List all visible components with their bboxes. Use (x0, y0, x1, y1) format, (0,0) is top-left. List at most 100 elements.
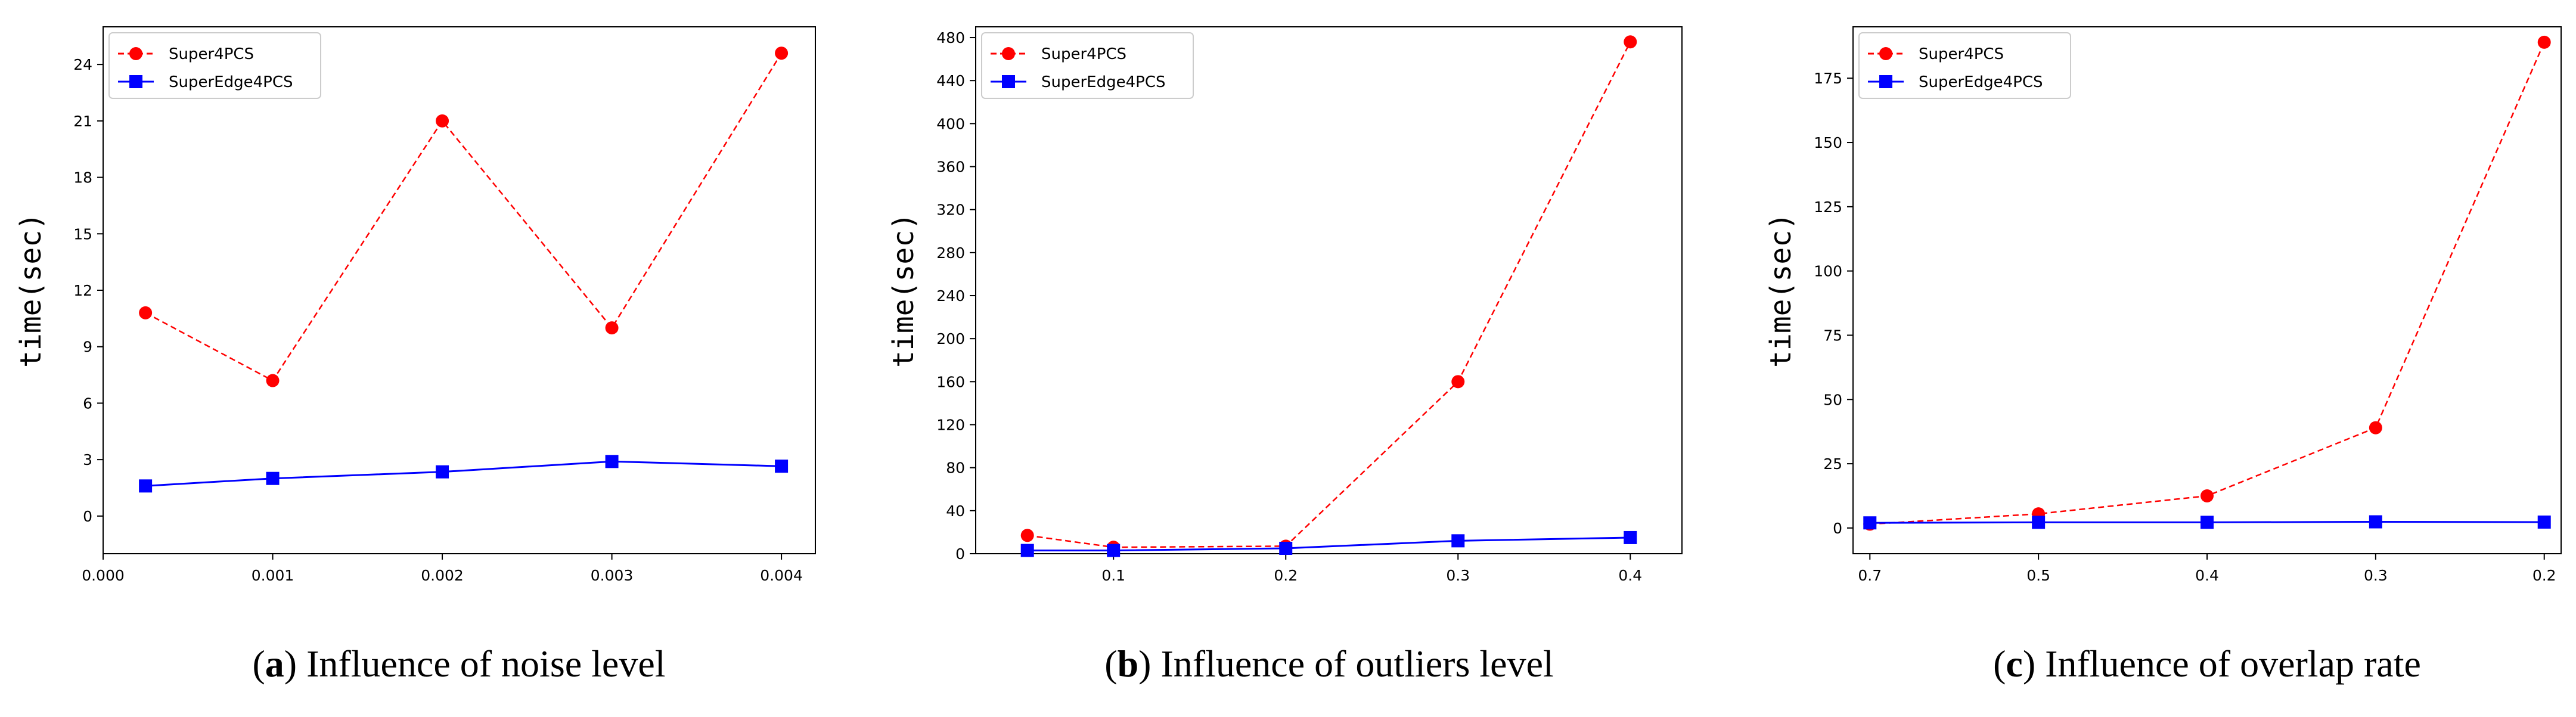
x-tick-label: 0.2 (1274, 567, 1298, 584)
superedge4pcs-point (2369, 515, 2382, 529)
y-tick-label: 40 (946, 502, 965, 520)
caption-paren-close: ) (284, 642, 306, 685)
y-tick-label: 400 (936, 115, 965, 132)
y-axis-label: time(sec) (1764, 213, 1798, 368)
super4pcs-point (2537, 35, 2551, 49)
y-tick-label: 100 (1814, 263, 1842, 280)
super4pcs-point (2369, 421, 2382, 434)
x-tick-label: 0.002 (421, 567, 464, 584)
caption-text: Influence of noise level (306, 642, 665, 685)
caption-paren-open: ( (252, 642, 265, 685)
panel-b-outliers-level: 0 40 80 120 160 200 240 280 320 360 400 440 480 0.1 0.… (887, 26, 1683, 685)
x-tick-label: 0.3 (2364, 567, 2388, 584)
legend-box (1858, 32, 2071, 99)
legend-marker-circle (1879, 47, 1892, 60)
super4pcs-point (1624, 35, 1637, 49)
y-tick-label: 12 (73, 282, 92, 299)
super4pcs-line (1870, 42, 2545, 525)
y-tick-label: 240 (936, 287, 965, 305)
legend: Super4PCS SuperEdge4PCS (981, 32, 1194, 99)
legend: Super4PCS SuperEdge4PCS (1858, 32, 2071, 99)
super4pcs-line (145, 52, 783, 382)
caption-paren-close: ) (2023, 642, 2045, 685)
legend: Super4PCS SuperEdge4PCS (108, 32, 321, 99)
plot-frame (975, 26, 1683, 554)
y-tick-label: 15 (73, 225, 92, 243)
y-tick-label: 25 (1823, 455, 1842, 473)
caption-text: Influence of outliers level (1160, 642, 1553, 685)
y-tick-label: 18 (73, 169, 92, 187)
superedge4pcs-point (2032, 516, 2046, 529)
super4pcs-point (436, 114, 449, 128)
x-tick-label: 0.5 (2026, 567, 2050, 584)
y-tick-label: 200 (936, 330, 965, 347)
superedge4pcs-point (1863, 516, 1877, 530)
legend-label: SuperEdge4PCS (1919, 73, 2043, 91)
panel-caption: (c) Influence of overlap rate (1993, 642, 2421, 685)
panel-c-overlap-rate: 0 25 50 75 100 125 150 175 0.7 0.5 0.4 0.3 0.2 time(s… (1764, 26, 2562, 685)
caption-text: Influence of overlap rate (2045, 642, 2421, 685)
superedge4pcs-point (139, 479, 153, 493)
superedge4pcs-point (2201, 516, 2214, 529)
y-tick-label: 120 (936, 417, 965, 434)
caption-panel-letter: b (1118, 642, 1139, 685)
panel-caption: (a) Influence of noise level (252, 642, 665, 685)
panel-a-noise-level: 0 3 6 9 12 15 18 21 24 0.000 0.001 0.002 0.003 0.004 t… (14, 26, 816, 685)
super4pcs-point (775, 46, 789, 60)
caption-panel-letter: a (265, 642, 284, 685)
legend-label: SuperEdge4PCS (169, 73, 293, 91)
superedge4pcs-point (436, 465, 449, 479)
legend-marker-square (1879, 75, 1892, 88)
y-tick-label: 0 (955, 545, 965, 563)
legend-marker-square (129, 75, 142, 88)
legend-marker-circle (129, 47, 142, 60)
y-tick-label: 125 (1814, 198, 1842, 216)
y-tick-label: 75 (1823, 327, 1842, 344)
x-tick-label: 0.001 (252, 567, 294, 584)
superedge4pcs-line (145, 460, 782, 487)
super4pcs-point (605, 321, 619, 335)
plot-frame (1852, 26, 2562, 554)
x-tick-label: 0.7 (1858, 567, 1882, 584)
caption-paren-close: ) (1138, 642, 1160, 685)
x-tick-label: 0.2 (2532, 567, 2556, 584)
y-axis-label: time(sec) (14, 213, 48, 368)
superedge4pcs-point (2537, 515, 2551, 529)
y-tick-label: 480 (936, 29, 965, 46)
y-tick-label: 6 (83, 395, 92, 412)
super4pcs-point (1451, 375, 1465, 389)
super4pcs-point (1020, 529, 1034, 542)
x-tick-label: 0.003 (591, 567, 634, 584)
superedge4pcs-point (1451, 534, 1465, 548)
y-tick-label: 9 (83, 339, 92, 356)
y-tick-label: 360 (936, 159, 965, 176)
superedge4pcs-point (1107, 544, 1121, 557)
super4pcs-point (2201, 489, 2214, 502)
y-tick-label: 0 (1833, 520, 1842, 537)
plot-frame (103, 26, 816, 554)
x-tick-label: 0.000 (82, 567, 125, 584)
caption-paren-open: ( (1104, 642, 1117, 685)
y-tick-label: 175 (1814, 70, 1842, 87)
superedge4pcs-point (775, 460, 789, 473)
legend-box (108, 32, 321, 99)
y-tick-label: 0 (83, 508, 92, 525)
y-tick-label: 320 (936, 201, 965, 219)
x-tick-label: 0.4 (2195, 567, 2219, 584)
super4pcs-point (139, 306, 153, 319)
superedge4pcs-point (1020, 544, 1034, 557)
x-tick-label: 0.4 (1618, 567, 1642, 584)
superedge4pcs-point (266, 471, 280, 485)
legend-box (981, 32, 1194, 99)
panel-caption: (b) Influence of outliers level (1104, 642, 1554, 685)
x-tick-label: 0.3 (1446, 567, 1470, 584)
y-tick-label: 3 (83, 451, 92, 468)
legend-label: Super4PCS (1919, 45, 2004, 63)
y-tick-label: 150 (1814, 134, 1842, 151)
legend-label: Super4PCS (1041, 45, 1126, 63)
legend-marker-circle (1002, 47, 1015, 60)
caption-panel-letter: c (2006, 642, 2022, 685)
legend-marker-square (1002, 75, 1015, 88)
y-tick-label: 80 (946, 460, 965, 477)
